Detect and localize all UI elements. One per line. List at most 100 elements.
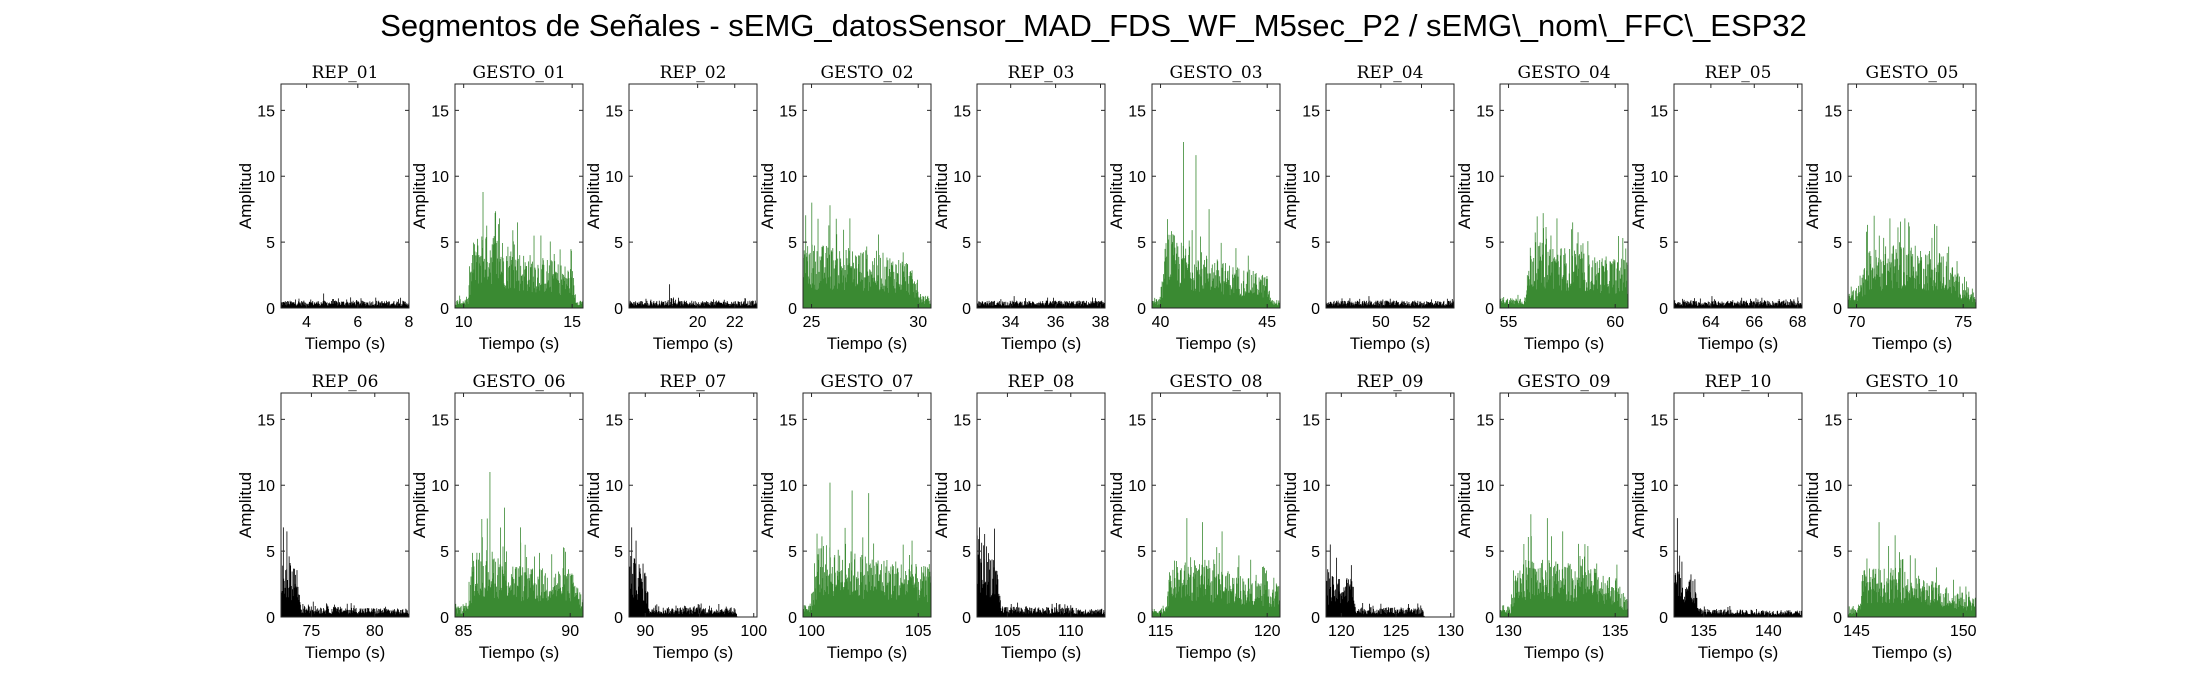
y-axis-label: Amplitud: [1629, 163, 1648, 229]
axes-box: [976, 392, 1106, 618]
subplot-gesto-02: 0 5 10 15 25 30 GESTO_02 Tiempo (s) Amplitud: [758, 63, 932, 353]
signal-path: [803, 202, 931, 308]
subplot-rep-02: 0 5 10 15 20 22 REP_02 Tiempo (s) Amplitud: [584, 63, 758, 353]
y-tick-label: 15: [953, 103, 971, 120]
y-tick-label: 0: [1311, 610, 1320, 627]
subplot-title: REP_09: [1357, 372, 1424, 392]
x-tick-label: 85: [455, 623, 473, 640]
subplot-rep-07: 0 5 10 15 90 95 100 REP_07 Tiempo (s) Amplitud: [584, 372, 767, 662]
x-axis-label: Tiempo (s): [827, 643, 908, 662]
x-axis-label: Tiempo (s): [1524, 643, 1605, 662]
subplot-title: REP_02: [660, 63, 727, 83]
x-tick-label: 135: [1602, 623, 1629, 640]
subplot-rep-06: 0 5 10 15 75 80 REP_06 Tiempo (s) Amplitud: [236, 372, 410, 662]
axes-box: [1499, 392, 1629, 618]
y-tick-label: 0: [266, 610, 275, 627]
y-axis-label: Amplitud: [584, 472, 603, 538]
signal-bars: [1500, 213, 1628, 308]
axes-box: [1499, 83, 1629, 309]
subplot-rep-05: 0 5 10 15 64 66 68 REP_05 Tiempo (s) Amplitud: [1629, 63, 1807, 353]
signal-path: [1500, 514, 1628, 617]
axes-box: [1151, 392, 1281, 618]
y-tick-label: 10: [431, 169, 449, 186]
subplot-title: REP_07: [660, 372, 727, 392]
y-axis-label: Amplitud: [1107, 472, 1126, 538]
x-tick-label: 120: [1254, 623, 1281, 640]
y-tick-label: 10: [1650, 169, 1668, 186]
x-tick-label: 90: [636, 623, 654, 640]
y-tick-label: 15: [605, 103, 623, 120]
y-tick-label: 15: [1824, 103, 1842, 120]
y-tick-label: 15: [779, 412, 797, 429]
x-tick-label: 125: [1383, 623, 1410, 640]
y-tick-label: 10: [1302, 169, 1320, 186]
y-tick-label: 5: [1485, 544, 1494, 561]
y-tick-label: 10: [605, 169, 623, 186]
y-tick-label: 10: [431, 478, 449, 495]
signal-path: [977, 527, 1105, 617]
y-tick-label: 15: [1476, 412, 1494, 429]
y-tick-label: 5: [1137, 544, 1146, 561]
signal-bars: [1674, 296, 1802, 308]
signal-path: [1326, 544, 1425, 617]
y-tick-label: 0: [1311, 301, 1320, 318]
subplot-gesto-04: 0 5 10 15 55 60 GESTO_04 Tiempo (s) Amplitud: [1455, 63, 1629, 353]
y-tick-label: 10: [257, 478, 275, 495]
subplot-gesto-09: 0 5 10 15 130 135 GESTO_09 Tiempo (s) Amplitud: [1455, 372, 1629, 662]
y-axis-label: Amplitud: [1281, 472, 1300, 538]
subplot-rep-01: 0 5 10 15 4 6 8 REP_01 Tiempo (s) Amplitud: [236, 63, 414, 353]
y-axis-label: Amplitud: [932, 472, 951, 538]
x-tick-label: 130: [1437, 623, 1464, 640]
x-axis-label: Tiempo (s): [305, 643, 386, 662]
y-tick-label: 5: [962, 235, 971, 252]
subplot-rep-10: 0 5 10 15 135 140 REP_10 Tiempo (s) Amplitud: [1629, 372, 1803, 662]
y-tick-label: 15: [1650, 103, 1668, 120]
y-axis-label: Amplitud: [758, 472, 777, 538]
x-axis-label: Tiempo (s): [1350, 643, 1431, 662]
subplot-rep-04: 0 5 10 15 50 52 REP_04 Tiempo (s) Amplitud: [1281, 63, 1455, 353]
x-tick-label: 34: [1002, 314, 1020, 331]
y-axis-label: Amplitud: [410, 163, 429, 229]
y-tick-label: 0: [1137, 301, 1146, 318]
subplot-gesto-08: 0 5 10 15 115 120 GESTO_08 Tiempo (s) Amplitud: [1107, 372, 1281, 662]
y-tick-label: 5: [1311, 235, 1320, 252]
x-tick-label: 50: [1372, 314, 1390, 331]
y-tick-label: 10: [1650, 478, 1668, 495]
signal-path: [1848, 522, 1976, 617]
x-tick-label: 130: [1495, 623, 1522, 640]
x-tick-label: 20: [689, 314, 707, 331]
y-axis-label: Amplitud: [236, 163, 255, 229]
x-tick-label: 55: [1500, 314, 1518, 331]
subplot-gesto-03: 0 5 10 15 40 45 GESTO_03 Tiempo (s) Amplitud: [1107, 63, 1281, 353]
subplot-title: REP_03: [1008, 63, 1075, 83]
y-tick-label: 0: [440, 610, 449, 627]
x-tick-label: 75: [1954, 314, 1972, 331]
y-tick-label: 10: [953, 169, 971, 186]
y-tick-label: 5: [1833, 235, 1842, 252]
axes-box: [1325, 83, 1455, 309]
signal-path: [803, 482, 931, 617]
x-tick-label: 60: [1606, 314, 1624, 331]
x-tick-label: 64: [1702, 314, 1720, 331]
signal-path: [1848, 215, 1976, 308]
subplot-title: GESTO_10: [1865, 372, 1958, 392]
signal-bars: [1326, 544, 1425, 617]
subplot-title: REP_08: [1008, 372, 1075, 392]
y-tick-label: 15: [1650, 412, 1668, 429]
y-tick-label: 15: [431, 412, 449, 429]
x-axis-label: Tiempo (s): [1872, 334, 1953, 353]
y-axis-label: Amplitud: [1455, 163, 1474, 229]
x-axis-label: Tiempo (s): [1001, 334, 1082, 353]
y-tick-label: 10: [1824, 169, 1842, 186]
y-tick-label: 0: [1833, 610, 1842, 627]
axes-box: [1151, 83, 1281, 309]
signal-path: [977, 296, 1105, 308]
x-tick-label: 145: [1843, 623, 1870, 640]
y-axis-label: Amplitud: [1281, 163, 1300, 229]
y-tick-label: 15: [257, 412, 275, 429]
y-tick-label: 5: [614, 235, 623, 252]
y-tick-label: 5: [1833, 544, 1842, 561]
axes-box: [454, 83, 584, 309]
x-axis-label: Tiempo (s): [1698, 334, 1779, 353]
x-tick-label: 105: [994, 623, 1021, 640]
